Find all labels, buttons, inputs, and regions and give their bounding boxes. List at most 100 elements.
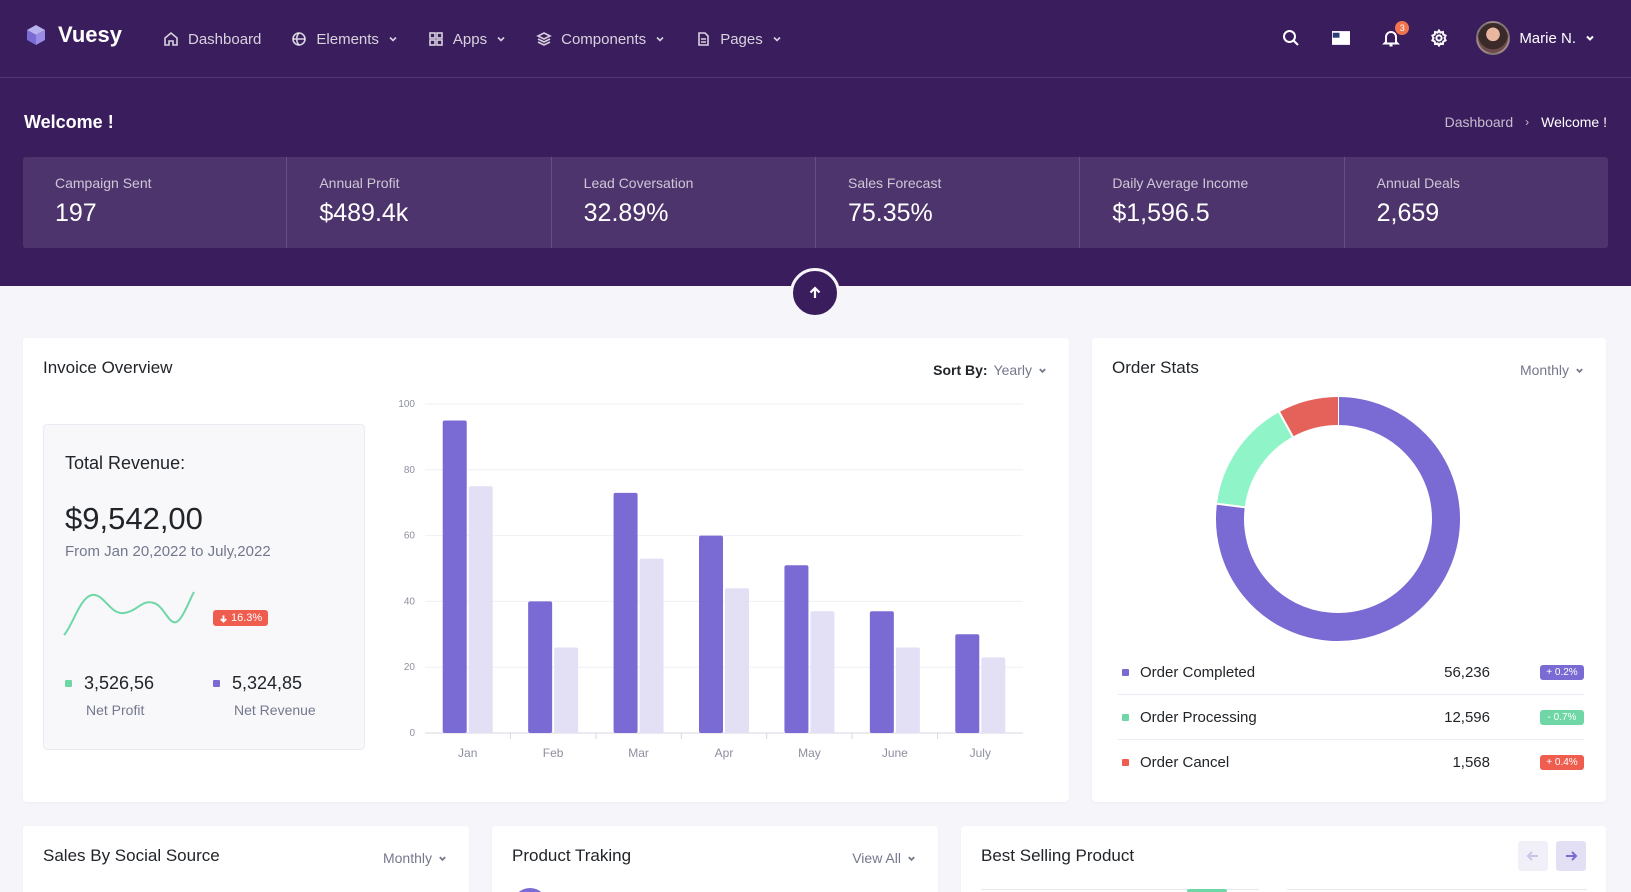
social-period-dropdown[interactable]: Monthly (383, 850, 447, 866)
collapse-header-button[interactable] (790, 268, 840, 318)
order-change-badge: - 0.7% (1540, 709, 1584, 725)
avatar (1476, 21, 1511, 55)
order-name: Order Cancel (1140, 754, 1230, 771)
order-period-value: Monthly (1519, 362, 1569, 378)
stat-value: 75.35% (847, 199, 933, 227)
stat-annual-profit: Annual Profit $489.4k (287, 157, 552, 248)
view-all-label: View All (852, 850, 901, 866)
prev-button[interactable] (1518, 841, 1548, 871)
net-profit-value: 3,526,56 (84, 673, 155, 693)
nav-dashboard[interactable]: Dashboard (163, 31, 261, 48)
stat-value: 2,659 (1376, 199, 1440, 227)
nav-elements[interactable]: Elements (291, 31, 398, 48)
revenue-change-badge: 16.3% (213, 610, 269, 626)
bar (554, 647, 579, 733)
chevron-down-icon (656, 36, 664, 42)
home-icon (164, 31, 178, 46)
brand-logo[interactable]: Vuesy (26, 22, 122, 48)
legend-dot (1122, 668, 1129, 676)
net-revenue-dot (213, 680, 220, 687)
product-badge (1187, 889, 1227, 892)
net-revenue-stat: 5,324,85 Net Revenue (213, 673, 316, 718)
sales-by-social-card: Sales By Social Source Monthly (23, 826, 469, 892)
settings-button[interactable] (1428, 27, 1450, 49)
bar (528, 601, 553, 733)
y-tick-label: 40 (404, 596, 416, 607)
nav-pages-label: Pages (720, 30, 763, 48)
bar (981, 657, 1006, 733)
language-button[interactable] (1328, 27, 1354, 49)
search-button[interactable] (1280, 27, 1302, 49)
user-menu[interactable]: Marie N. (1476, 21, 1595, 55)
stat-value: 197 (55, 199, 97, 227)
bar (442, 420, 467, 733)
chevron-down-icon (439, 856, 446, 861)
order-row-processing: Order Processing 12,596 - 0.7% (1118, 695, 1584, 740)
nav-components[interactable]: Components (536, 31, 665, 48)
view-all-dropdown[interactable]: View All (852, 850, 916, 866)
arrow-down-icon (220, 614, 227, 623)
order-period-dropdown[interactable]: Monthly (1520, 362, 1584, 378)
sort-by-dropdown[interactable]: Sort By: Yearly (933, 362, 1047, 378)
card-title: Best Selling Product (981, 846, 1135, 865)
revenue-range: From Jan 20,2022 to July,2022 (65, 543, 271, 560)
chevron-down-icon (1039, 368, 1046, 373)
bell-icon (1382, 31, 1401, 47)
chevron-down-icon (1576, 368, 1583, 373)
x-tick-label: Jan (458, 746, 477, 760)
header-band: Vuesy Dashboard Elements Apps Components (0, 0, 1631, 286)
file-icon (698, 32, 709, 46)
net-profit-label: Net Profit (86, 702, 145, 718)
sort-by-label: Sort By: (933, 362, 988, 378)
donut-slice (1279, 397, 1339, 437)
next-button[interactable] (1556, 841, 1586, 871)
nav-pages[interactable]: Pages (695, 31, 782, 48)
y-tick-label: 0 (409, 728, 415, 739)
page-title: Welcome ! (24, 112, 114, 132)
net-profit-stat: 3,526,56 Net Profit (65, 673, 154, 718)
stats-strip: Campaign Sent 197 Annual Profit $489.4k … (23, 157, 1608, 248)
chevron-down-icon (773, 36, 781, 42)
nav-dashboard-label: Dashboard (188, 30, 262, 48)
x-tick-label: Feb (543, 746, 564, 760)
net-profit-dot (65, 680, 72, 687)
order-row-completed: Order Completed 56,236 + 0.2% (1118, 650, 1584, 695)
product-tracking-card: Product Traking View All (492, 826, 938, 892)
us-flag-icon (1332, 31, 1351, 45)
order-row-cancel: Order Cancel 1,568 + 0.4% (1118, 740, 1584, 785)
donut-slice (1216, 397, 1460, 641)
avatar (512, 888, 548, 892)
arrow-up-icon (809, 286, 821, 298)
order-legend: Order Completed 56,236 + 0.2% Order Proc… (1118, 650, 1584, 785)
user-name: Marie N. (1519, 29, 1576, 47)
breadcrumb-dashboard[interactable]: Dashboard (1444, 114, 1514, 130)
nav-apps[interactable]: Apps (428, 31, 506, 48)
notifications-button[interactable]: 3 (1380, 21, 1410, 49)
x-tick-label: Apr (715, 746, 734, 760)
arrow-right-icon (1566, 851, 1578, 861)
nav-apps-label: Apps (452, 30, 488, 48)
legend-dot (1122, 713, 1129, 721)
bar (869, 611, 894, 733)
stat-daily-average-income: Daily Average Income $1,596.5 (1080, 157, 1345, 248)
bar (468, 486, 493, 733)
bar (810, 611, 835, 733)
donut-separator (1277, 410, 1295, 438)
order-name: Order Completed (1140, 663, 1256, 681)
stat-campaign-sent: Campaign Sent 197 (23, 157, 288, 248)
notification-badge: 3 (1395, 21, 1410, 35)
bar (784, 565, 809, 733)
x-tick-label: May (798, 746, 821, 760)
carousel-controls (1518, 841, 1586, 871)
divider (1287, 889, 1587, 890)
bar (955, 634, 980, 733)
bar (895, 647, 920, 733)
main-nav: Dashboard Elements Apps Components Pages (163, 0, 782, 78)
chevron-right-icon: › (1525, 115, 1530, 129)
order-value: 1,568 (1452, 754, 1490, 771)
sort-by-value: Yearly (993, 362, 1032, 378)
total-revenue-panel: Total Revenue: $9,542,00 From Jan 20,202… (43, 424, 365, 750)
net-revenue-label: Net Revenue (234, 702, 316, 718)
y-tick-label: 100 (398, 399, 415, 410)
donut-separator (1215, 502, 1246, 509)
